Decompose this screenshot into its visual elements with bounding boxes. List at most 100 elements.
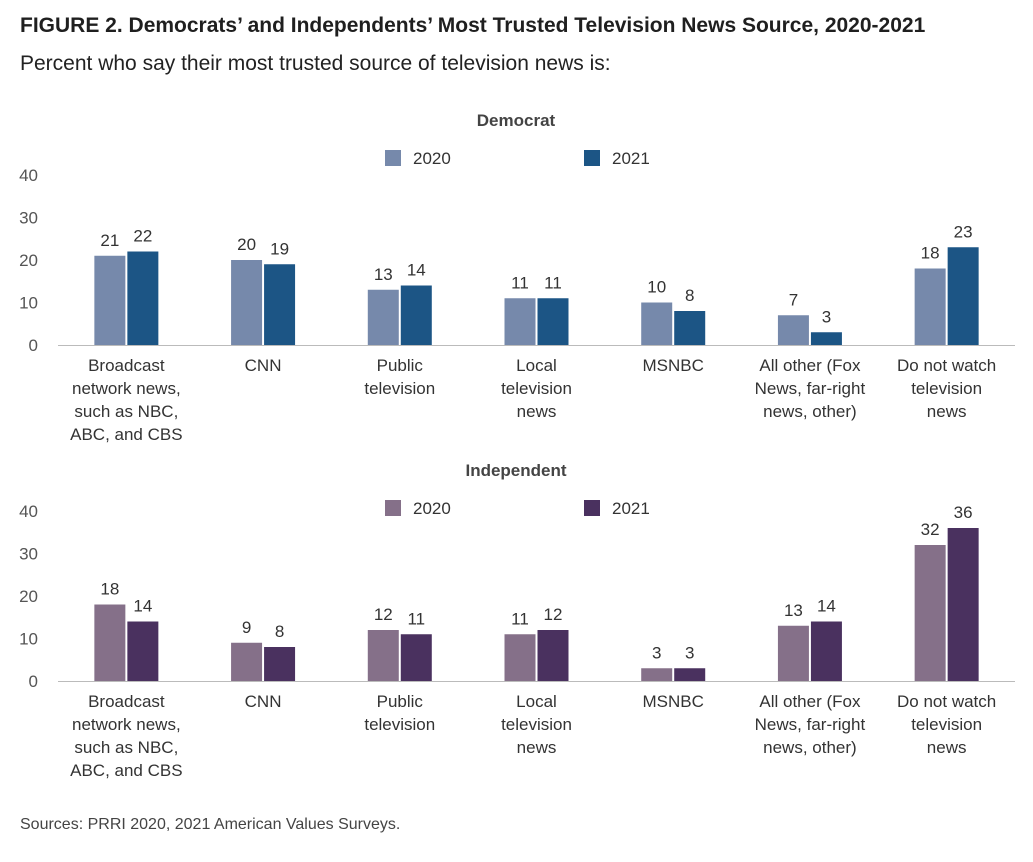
bar-value-label: 22 [133,227,152,246]
category-label: Broadcast network news, such as NBC, ABC, a… [70,356,182,444]
bar-value-label: 13 [374,265,393,284]
bar-2020 [777,315,809,345]
bar-value-label: 11 [511,273,529,292]
bar-2021 [674,668,706,681]
category-label-line: ABC, and CBS [70,761,182,780]
y-tick-label: 40 [19,502,38,521]
bar-2020 [777,625,809,681]
bar-value-label: 8 [275,622,284,641]
category-label-line: MSNBC [643,692,704,711]
bar-value-label: 14 [133,597,152,616]
legend-swatch-2021 [584,150,600,166]
panel-title: Independent [465,461,566,480]
bar-2020 [914,268,946,345]
bar-value-label: 13 [784,601,803,620]
legend-label-2020: 2020 [413,499,451,518]
bar-2021 [947,528,979,681]
bar-2020 [231,260,263,345]
legend-swatch-2020 [385,150,401,166]
category-label-line: news, other) [763,738,857,757]
category-label-line: television [364,715,435,734]
bar-2020 [641,302,673,345]
bar-value-label: 3 [685,643,694,662]
category-label: Do not watch television news [897,692,996,757]
bar-2021 [674,311,706,345]
bar-2021 [264,647,296,681]
bar-2021 [127,251,159,345]
category-label-line: Local [516,692,557,711]
figure-label: FIGURE 2. [20,14,123,37]
bar-2021 [127,621,159,681]
source-note: Sources: PRRI 2020, 2021 American Values… [20,816,401,833]
bar-2021 [400,285,432,345]
category-label-line: Do not watch [897,356,996,375]
bar-value-label: 11 [511,609,529,628]
category-label-line: television [364,379,435,398]
bar-value-label: 36 [954,503,973,522]
category-label: MSNBC [643,356,704,375]
legend-label-2020: 2020 [413,149,451,168]
bar-value-label: 10 [647,278,666,297]
category-label: Do not watch television news [897,356,996,421]
independent-chart: Independent 2020 2021 0 10 20 30 40 18 14 Broadcas… [19,461,1015,780]
category-label: Local television news [501,692,572,757]
bar-2020 [504,634,536,681]
category-label-line: CNN [245,356,282,375]
y-tick-label: 30 [19,545,38,564]
category-label-line: television [911,715,982,734]
category-label-line: news, other) [763,402,857,421]
bar-2021 [537,298,569,345]
category-label-line: Broadcast [88,692,165,711]
bar-2021 [810,621,842,681]
category-label-line: Broadcast [88,356,165,375]
legend-swatch-2021 [584,500,600,516]
category-label-line: All other (Fox [759,356,861,375]
bar-2021 [400,634,432,681]
bar-value-label: 9 [242,618,251,637]
category-label-line: such as NBC, [74,402,178,421]
category-label: All other (Fox News, far-right news, other… [755,356,866,421]
category-label: Public television [364,356,435,398]
category-label-line: television [501,379,572,398]
category-label-line: ABC, and CBS [70,425,182,444]
bar-value-label: 11 [544,273,562,292]
bar-2021 [537,630,569,681]
figure-subtitle: Percent who say their most trusted sourc… [20,52,611,75]
bar-value-label: 32 [921,520,940,539]
category-label: Public television [364,692,435,734]
bar-value-label: 3 [822,307,831,326]
bar-value-label: 19 [270,239,289,258]
legend-label-2021: 2021 [612,149,650,168]
y-tick-label: 0 [29,336,38,355]
category-label-line: television [911,379,982,398]
category-label: CNN [245,356,282,375]
bar-value-label: 3 [652,643,661,662]
category-label-line: News, far-right [755,379,866,398]
y-tick-label: 40 [19,166,38,185]
bar-value-label: 20 [237,235,256,254]
bar-2020 [94,255,126,345]
bar-2020 [641,668,673,681]
category-label-line: Local [516,356,557,375]
bar-2020 [367,630,399,681]
category-label: Broadcast network news, such as NBC, ABC, a… [70,692,182,780]
bar-value-label: 14 [407,261,426,280]
category-label-line: Public [377,692,424,711]
legend-swatch-2020 [385,500,401,516]
bar-value-label: 14 [817,597,836,616]
bar-2021 [264,264,296,345]
y-tick-label: 10 [19,294,38,313]
category-label-line: news [517,738,557,757]
category-label-line: news [927,402,967,421]
bar-value-label: 8 [685,286,694,305]
category-label: CNN [245,692,282,711]
bar-value-label: 18 [100,580,119,599]
bar-2020 [504,298,536,345]
bar-2020 [94,604,126,681]
bar-2020 [367,289,399,345]
category-label-line: network news, [72,379,181,398]
bar-2020 [914,545,946,681]
bar-value-label: 21 [100,231,119,250]
y-tick-label: 30 [19,209,38,228]
category-label: All other (Fox News, far-right news, other… [755,692,866,757]
